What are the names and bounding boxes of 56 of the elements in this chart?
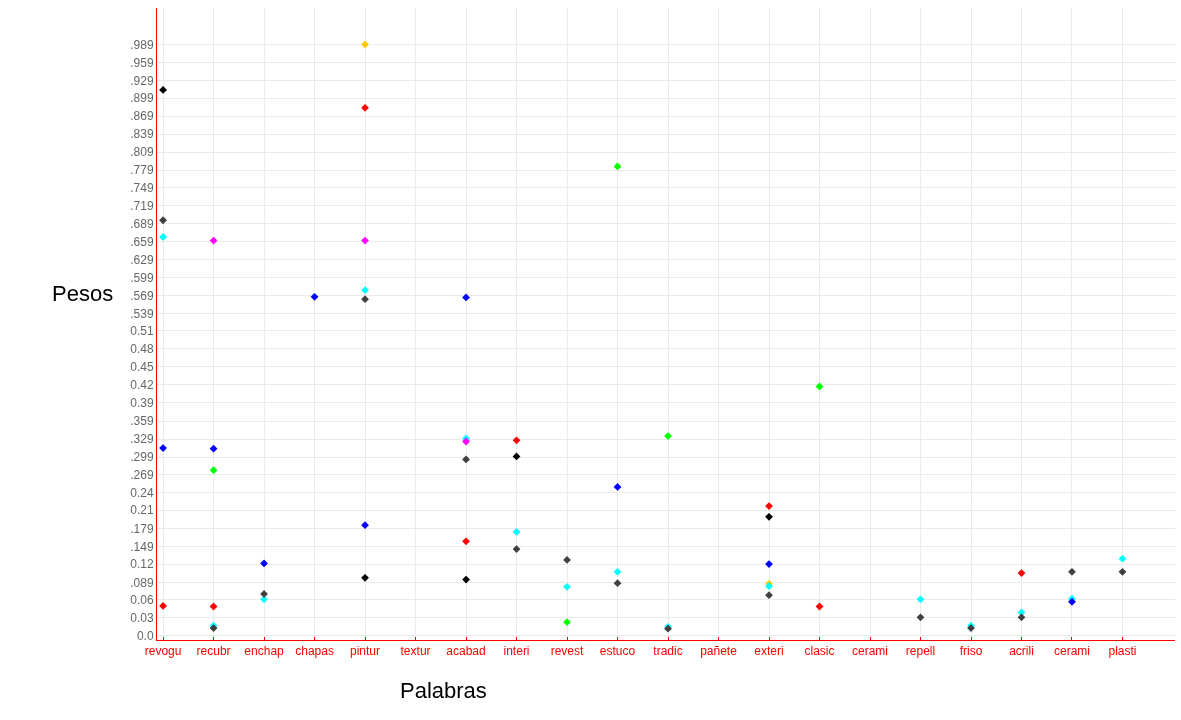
y-tick-label: .629 xyxy=(130,252,154,267)
x-tick-label: exteri xyxy=(754,644,784,659)
y-tick-label: .719 xyxy=(130,199,154,214)
y-tick-label: 0.51 xyxy=(130,324,154,339)
x-tick-label: clasic xyxy=(804,644,835,659)
y-tick-label: 0.24 xyxy=(130,485,154,500)
y-tick-label: .569 xyxy=(130,288,154,303)
x-tick-label: recubr xyxy=(196,644,231,659)
y-tick-label: .929 xyxy=(130,73,154,88)
x-tick-label: acrili xyxy=(1009,644,1034,659)
y-tick-label: .359 xyxy=(130,414,154,429)
y-tick-label: 0.39 xyxy=(130,395,154,410)
y-tick-label: .089 xyxy=(130,575,154,590)
y-tick-label: .959 xyxy=(130,55,154,70)
x-tick-label: pañete xyxy=(700,644,738,659)
y-tick-label: .539 xyxy=(130,306,154,321)
x-tick-label: enchap xyxy=(244,644,285,659)
y-tick-label: .869 xyxy=(130,109,154,124)
y-tick-label: 0.0 xyxy=(136,629,154,644)
x-tick-label: cerami xyxy=(851,644,889,659)
x-tick-label: repell xyxy=(905,644,936,659)
y-tick-label: 0.21 xyxy=(130,503,154,518)
y-tick-label: .329 xyxy=(130,432,154,447)
x-tick-label: chapas xyxy=(295,644,334,659)
y-tick-label: .599 xyxy=(130,270,154,285)
y-tick-label: 0.45 xyxy=(130,359,154,374)
x-tick-label: acabad xyxy=(446,644,486,659)
x-tick-label: textur xyxy=(400,644,431,659)
x-tick-label: cerami xyxy=(1053,644,1090,659)
x-tick-label: revest xyxy=(550,644,585,659)
y-tick-label: .989 xyxy=(130,37,154,52)
y-tick-label: .179 xyxy=(130,521,154,536)
x-tick-label: friso xyxy=(959,644,983,659)
x-tick-label: pintur xyxy=(350,644,381,659)
y-tick-label: .269 xyxy=(130,468,154,483)
y-tick-label: .299 xyxy=(130,450,154,465)
y-tick-label: .689 xyxy=(130,217,154,232)
y-tick-label: .749 xyxy=(130,181,154,196)
x-tick-label: estuco xyxy=(599,644,636,659)
x-axis-title: Palabras xyxy=(400,678,487,703)
y-tick-label: 0.03 xyxy=(130,611,154,626)
y-tick-label: .149 xyxy=(130,539,154,554)
y-tick-label: .899 xyxy=(130,91,154,106)
x-tick-label: tradic xyxy=(653,644,683,659)
y-tick-label: .779 xyxy=(130,163,154,178)
y-tick-label: .809 xyxy=(130,145,154,160)
y-tick-label: .659 xyxy=(130,234,154,249)
y-axis-title: Pesos xyxy=(52,281,114,306)
x-tick-label: interi xyxy=(503,644,530,659)
x-tick-label: revogu xyxy=(144,644,182,659)
x-tick-label: plasti xyxy=(1108,644,1137,659)
y-tick-label: 0.12 xyxy=(130,557,154,572)
y-tick-label: 0.48 xyxy=(130,342,154,357)
y-tick-label: 0.06 xyxy=(130,593,154,608)
y-tick-label: 0.42 xyxy=(130,377,154,392)
y-tick-label: .839 xyxy=(130,127,154,142)
